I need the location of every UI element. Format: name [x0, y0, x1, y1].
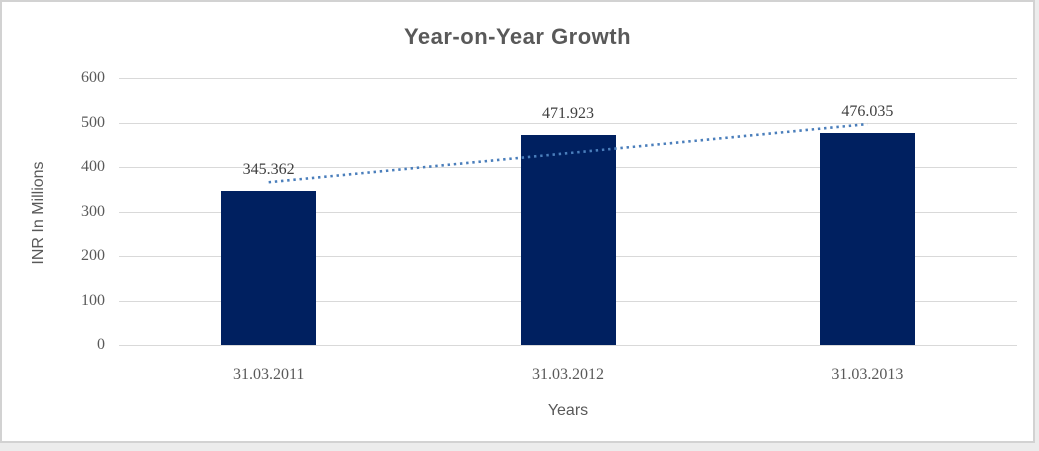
gridline: [119, 78, 1017, 79]
y-tick-label: 100: [81, 291, 105, 309]
y-tick-label: 400: [81, 158, 105, 175]
y-tick-label: 200: [81, 247, 105, 264]
bar-data-label: 345.362: [242, 161, 295, 179]
x-category-label: 31.03.2012: [532, 366, 604, 383]
x-axis-title: Years: [547, 402, 589, 419]
y-axis-title: INR In Millions: [30, 161, 47, 265]
gridline: [119, 345, 1017, 346]
bar-31.03.2011: [221, 191, 317, 345]
x-category-label: 31.03.2011: [232, 366, 305, 383]
chart-title: Year-on-Year Growth: [403, 24, 632, 49]
y-tick-label: 500: [81, 113, 105, 131]
y-tick-label: 600: [81, 69, 105, 86]
y-tick-label: 0: [97, 336, 105, 353]
plot-area: 0 100 200 300 400 500 600 345.362 31.03.2011 471.…: [2, 2, 1033, 441]
bar-31.03.2013: [819, 133, 915, 345]
x-category-label: 31.03.2013: [831, 366, 904, 383]
bar-31.03.2012: [520, 134, 616, 345]
y-tick-label: 300: [81, 202, 105, 220]
bar-data-label: 471.923: [542, 104, 594, 122]
chart-frame: Year-on-Year Growth 0 100 200 300 400 500 600 3…: [0, 0, 1035, 443]
bar-data-label: 476.035: [841, 103, 894, 121]
